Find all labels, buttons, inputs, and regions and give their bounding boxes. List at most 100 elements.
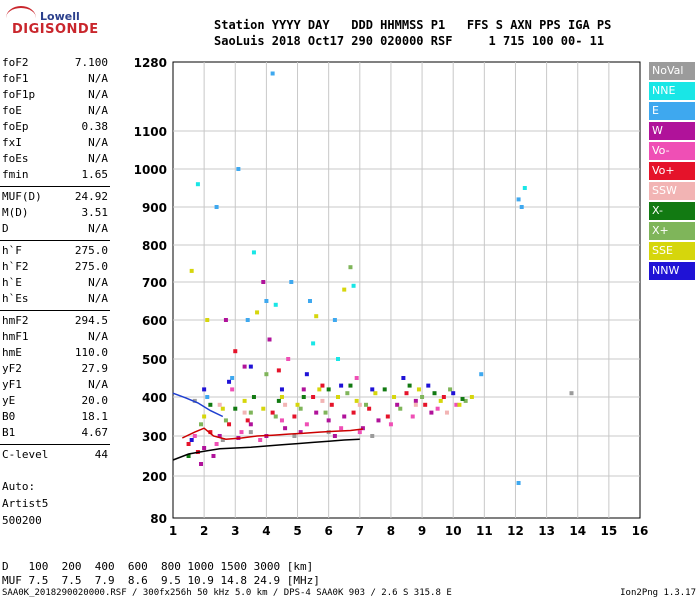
echo-point-nnw — [451, 391, 456, 396]
echo-point-sse — [255, 310, 260, 315]
echo-point-vo — [239, 430, 244, 435]
header-labels: Station YYYY DAY DDD HHMMSS P1 FFS S AXN… — [214, 18, 612, 32]
param-row: D N/A — [0, 222, 110, 238]
param-separator — [0, 186, 110, 187]
echo-point-vo — [354, 376, 359, 380]
echo-point-sse — [202, 414, 207, 419]
echo-point-x — [223, 418, 228, 423]
echo-point-sse — [279, 395, 284, 399]
y-tick-label: 300 — [142, 430, 167, 444]
param-row: B1 4.67 — [0, 426, 110, 442]
x-tick-label: 13 — [538, 524, 555, 538]
echo-point-x — [382, 387, 387, 392]
legend-item-vo: Vo+ — [649, 162, 695, 180]
echo-point-x — [348, 265, 353, 270]
echo-point-sse — [342, 287, 347, 292]
echo-point-w — [202, 446, 207, 450]
param-value: N/A — [88, 378, 108, 391]
echo-point-sse — [295, 402, 300, 407]
param-value: 20.0 — [81, 394, 109, 407]
echo-point-nne — [522, 186, 527, 190]
echo-point-vo — [192, 434, 197, 438]
echo-point-x — [199, 422, 204, 427]
x-tick-label: 3 — [231, 524, 239, 538]
echo-point-nnw — [401, 376, 406, 380]
logo-arc — [6, 6, 36, 30]
echo-point-x — [264, 372, 269, 377]
param-name: hmF1 — [2, 330, 29, 343]
echo-point-w — [360, 426, 365, 431]
echo-point-x — [298, 406, 303, 411]
echo-point-noval — [326, 430, 331, 435]
polarization-legend: NoVal NNE E W Vo- Vo+ SSW X- X+ SSE NNW — [649, 62, 695, 282]
echo-point-sse — [261, 406, 266, 411]
param-name: yF2 — [2, 362, 22, 375]
echo-point-x — [276, 398, 281, 403]
echo-point-x — [273, 414, 278, 419]
echo-point-sse — [392, 395, 397, 399]
echo-point-x — [432, 391, 437, 396]
echo-point-vo — [388, 422, 393, 427]
param-name: foE — [2, 104, 22, 117]
echo-point-x — [460, 396, 465, 401]
echo-point-e — [236, 167, 241, 171]
echo-point-e — [214, 205, 219, 209]
param-value: N/A — [88, 276, 108, 289]
d-label: D — [2, 560, 9, 573]
echo-point-w — [332, 434, 337, 438]
echo-point-vo — [404, 391, 409, 396]
param-value: 275.0 — [74, 260, 108, 273]
y-tick-label: 600 — [142, 314, 167, 328]
y-tick-label: 500 — [142, 353, 167, 367]
echo-point-nne — [273, 302, 278, 307]
echo-point-vo — [410, 414, 415, 419]
echo-point-x — [326, 387, 331, 392]
legend-item-sse: SSE — [649, 242, 695, 260]
param-row: h`F 275.0 — [0, 244, 110, 260]
param-row: h`E N/A — [0, 276, 110, 292]
echo-point-w — [283, 426, 288, 431]
x-tick-label: 15 — [601, 524, 618, 538]
param-row: yE 20.0 — [0, 394, 110, 410]
param-row: foEs N/A — [0, 152, 110, 168]
echo-point-x — [463, 398, 468, 403]
echo-point-x — [233, 406, 238, 411]
echo-point-vo — [270, 410, 275, 415]
echo-point-x — [301, 395, 306, 399]
param-name: foEp — [2, 120, 29, 133]
echo-point-noval — [370, 434, 375, 438]
echo-point-x — [208, 402, 213, 407]
d-values: 100 200 400 600 800 1000 1500 3000 [km] — [8, 560, 314, 573]
x-tick-label: 5 — [293, 524, 301, 538]
param-row: fxI N/A — [0, 136, 110, 152]
echo-point-vo — [276, 368, 281, 373]
echo-point-vo — [329, 402, 334, 407]
program-version: Ion2Png 1.3.17 — [620, 588, 696, 598]
muf-label: MUF — [2, 574, 22, 587]
param-value: 3.51 — [81, 206, 109, 219]
param-name: fmin — [2, 168, 29, 181]
echo-point-vo — [454, 402, 459, 407]
param-separator — [0, 444, 110, 445]
param-value: N/A — [88, 152, 108, 165]
echo-point-ssw — [413, 402, 418, 407]
param-value: 24.92 — [74, 190, 108, 203]
x-tick-label: 16 — [632, 524, 649, 538]
echo-point-w — [376, 418, 381, 423]
param-row: foF1 N/A — [0, 72, 110, 88]
echo-point-vo — [441, 395, 446, 399]
echo-point-w — [267, 337, 272, 342]
echo-point-x — [251, 395, 256, 399]
echo-point-ssw — [444, 410, 449, 415]
param-row: foF1p N/A — [0, 88, 110, 104]
legend-item-noval: NoVal — [649, 62, 695, 80]
x-tick-label: 10 — [445, 524, 462, 538]
echo-point-vo — [230, 387, 235, 392]
echo-point-sse — [220, 406, 225, 411]
echo-point-w — [199, 462, 204, 466]
legend-item-ssw: SSW — [649, 182, 695, 200]
echo-point-vo — [233, 349, 238, 354]
y-tick-label: 1000 — [134, 163, 167, 177]
file-info: SAA0K_2018290020000.RSF / 300fx256h 50 k… — [2, 588, 452, 598]
echo-point-w — [298, 430, 303, 435]
